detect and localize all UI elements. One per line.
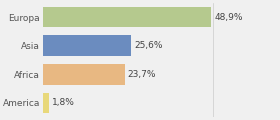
Bar bbox=[43, 93, 49, 113]
Text: 23,7%: 23,7% bbox=[127, 70, 156, 79]
Bar bbox=[43, 64, 125, 85]
Bar bbox=[43, 35, 131, 56]
Text: 1,8%: 1,8% bbox=[52, 98, 75, 107]
Bar bbox=[43, 7, 211, 27]
Text: 25,6%: 25,6% bbox=[134, 41, 162, 50]
Text: 48,9%: 48,9% bbox=[214, 13, 243, 22]
